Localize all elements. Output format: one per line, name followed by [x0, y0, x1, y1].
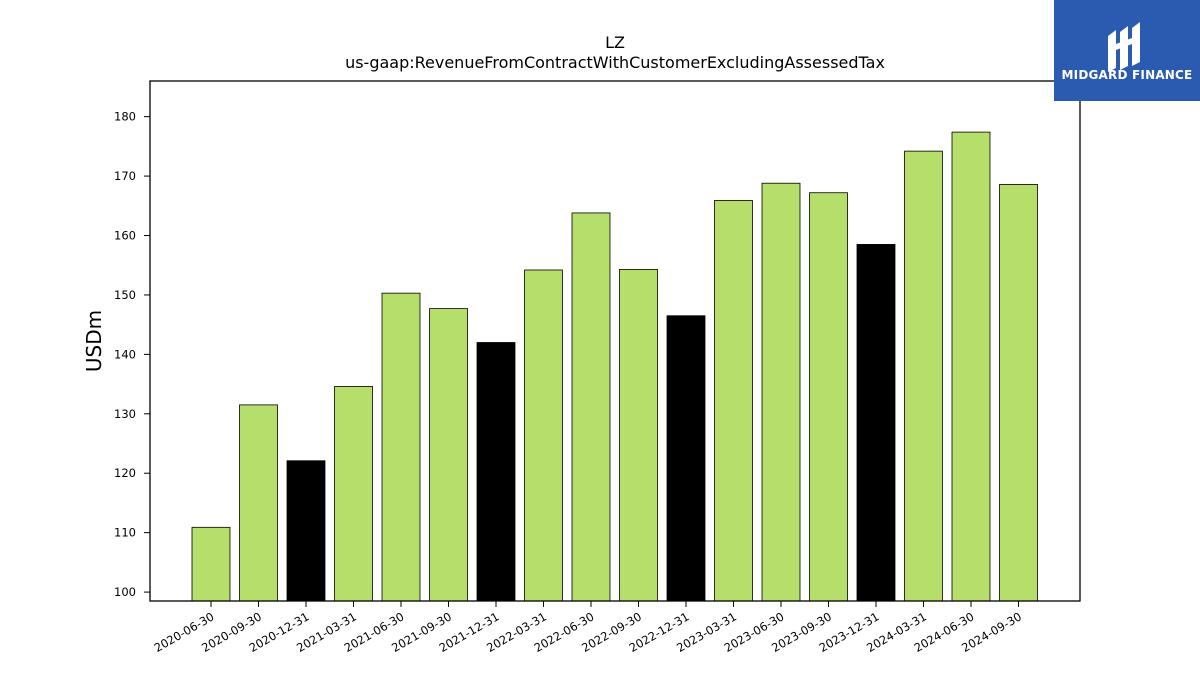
bar-2021-03-31	[334, 386, 373, 602]
bar-2022-03-31	[524, 269, 563, 602]
y-tick-label: 120	[114, 466, 136, 480]
chart-subtitle: us-gaap:RevenueFromContractWithCustomerE…	[345, 53, 885, 72]
bar-2023-06-30	[761, 182, 801, 602]
bar-2020-06-30	[191, 526, 231, 602]
y-tick-label: 130	[114, 407, 136, 421]
bar-2020-09-30	[239, 404, 278, 602]
bars-group	[191, 131, 1038, 602]
x-axis: 2020-06-302020-09-302020-12-312021-03-31…	[152, 601, 1024, 655]
bar-2021-12-31	[476, 342, 516, 602]
y-tick-label: 160	[114, 229, 136, 243]
bar-2024-06-30	[951, 131, 991, 602]
brand-logo: MIDGARD FINANCE	[1054, 0, 1200, 101]
bar-2022-06-30	[571, 212, 611, 602]
y-tick-label: 170	[114, 169, 136, 183]
y-tick-label: 110	[114, 526, 136, 540]
plot-frame	[149, 80, 1081, 602]
bar-2023-09-30	[809, 192, 848, 602]
y-tick-label: 180	[114, 110, 136, 124]
y-tick-label: 140	[114, 347, 136, 361]
chart-title: LZ	[605, 33, 625, 52]
y-tick-label: 100	[114, 585, 136, 599]
bar-2022-12-31	[666, 315, 706, 602]
bar-2021-09-30	[429, 308, 468, 602]
bar-2021-06-30	[381, 292, 421, 602]
bar-2023-03-31	[714, 200, 753, 602]
bar-2022-09-30	[619, 268, 658, 602]
bar-2024-09-30	[999, 184, 1038, 602]
y-axis-label: USDm	[82, 310, 106, 372]
y-tick-label: 150	[114, 288, 136, 302]
logo-mark-icon	[1108, 22, 1140, 72]
bar-2024-03-31	[904, 150, 943, 602]
bar-2023-12-31	[856, 244, 896, 602]
y-axis: 100 110 120 130 140 150 160 170 180	[114, 110, 150, 599]
logo-text: MIDGARD FINANCE	[1061, 68, 1193, 82]
bar-2020-12-31	[286, 460, 326, 602]
